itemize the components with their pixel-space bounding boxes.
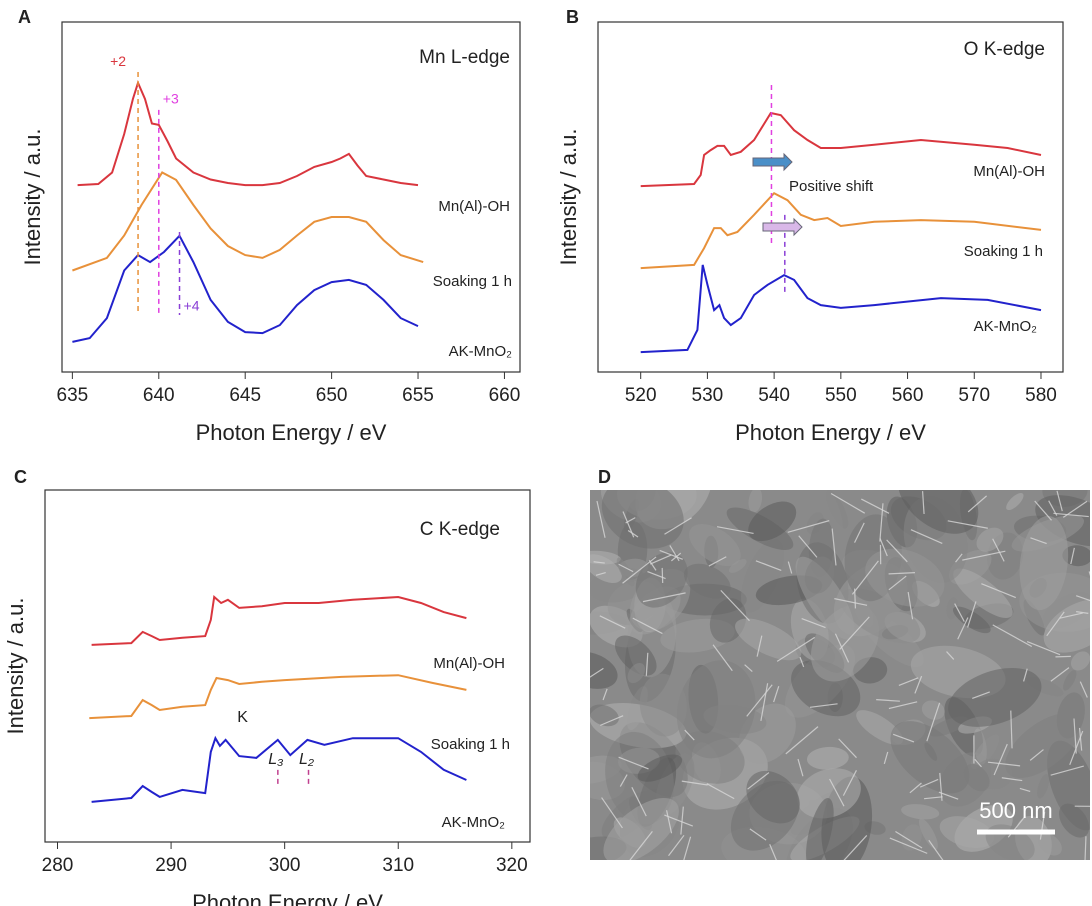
chart-title: Mn L-edge — [419, 47, 510, 68]
y-axis-title: Intensity / a.u. — [20, 129, 45, 266]
x-tick-label: 560 — [892, 385, 924, 406]
x-tick-label: 570 — [958, 385, 990, 406]
reference-label: +4 — [184, 298, 200, 314]
x-axis-title: Photon Energy / eV — [735, 420, 926, 445]
reference-label: +2 — [110, 53, 126, 69]
x-tick-label: 320 — [496, 855, 528, 876]
series-label: AK-MnO₂ — [442, 814, 506, 831]
series-label: Soaking 1 h — [431, 736, 510, 753]
panel-label: C — [14, 467, 27, 487]
x-tick-label: 650 — [316, 385, 348, 406]
x-tick-label: 635 — [57, 385, 89, 406]
sem-needle — [855, 589, 856, 609]
x-tick-label: 640 — [143, 385, 175, 406]
series-line — [78, 83, 418, 185]
panel-label: A — [18, 7, 31, 27]
panel-label: B — [566, 7, 579, 27]
x-axis-title: Photon Energy / eV — [196, 420, 387, 445]
x-tick-label: 280 — [42, 855, 74, 876]
series-line — [92, 597, 467, 645]
panel-label: D — [598, 467, 611, 487]
chart-title: O K-edge — [964, 39, 1045, 60]
scale-bar-label: 500 nm — [979, 798, 1052, 823]
reference-label: L₃ — [268, 751, 283, 768]
x-tick-label: 300 — [269, 855, 301, 876]
y-axis-title: Intensity / a.u. — [556, 129, 581, 266]
x-tick-label: 290 — [155, 855, 187, 876]
series-label: Mn(Al)-OH — [973, 163, 1045, 180]
series-line — [641, 265, 1041, 352]
series-line — [72, 173, 423, 271]
x-tick-label: 530 — [692, 385, 724, 406]
series-line — [89, 675, 466, 718]
x-tick-label: 645 — [229, 385, 261, 406]
series-label: AK-MnO₂ — [974, 318, 1038, 335]
x-tick-label: 580 — [1025, 385, 1057, 406]
annotation: K — [237, 709, 248, 726]
series-label: Mn(Al)-OH — [433, 655, 505, 672]
series-label: Mn(Al)-OH — [438, 198, 510, 215]
x-tick-label: 660 — [489, 385, 521, 406]
series-line — [72, 236, 418, 342]
x-tick-label: 520 — [625, 385, 657, 406]
series-label: Soaking 1 h — [433, 273, 512, 290]
reference-label: +3 — [163, 91, 179, 107]
chart-title: C K-edge — [420, 519, 500, 540]
y-axis-title: Intensity / a.u. — [3, 598, 28, 735]
shift-arrow — [763, 219, 802, 235]
series-label: AK-MnO₂ — [449, 343, 513, 360]
x-tick-label: 655 — [402, 385, 434, 406]
shift-arrow — [753, 154, 792, 170]
figure: D 500 nm A Mn L-edge Photon Energy / eV Int… — [0, 0, 1092, 906]
reference-label: L₂ — [299, 751, 314, 768]
annotation: Positive shift — [789, 178, 874, 195]
x-tick-label: 310 — [382, 855, 414, 876]
x-tick-label: 550 — [825, 385, 857, 406]
series-line — [92, 738, 467, 802]
x-axis-title: Photon Energy / eV — [192, 890, 383, 906]
series-label: Soaking 1 h — [964, 243, 1043, 260]
x-tick-label: 540 — [758, 385, 790, 406]
